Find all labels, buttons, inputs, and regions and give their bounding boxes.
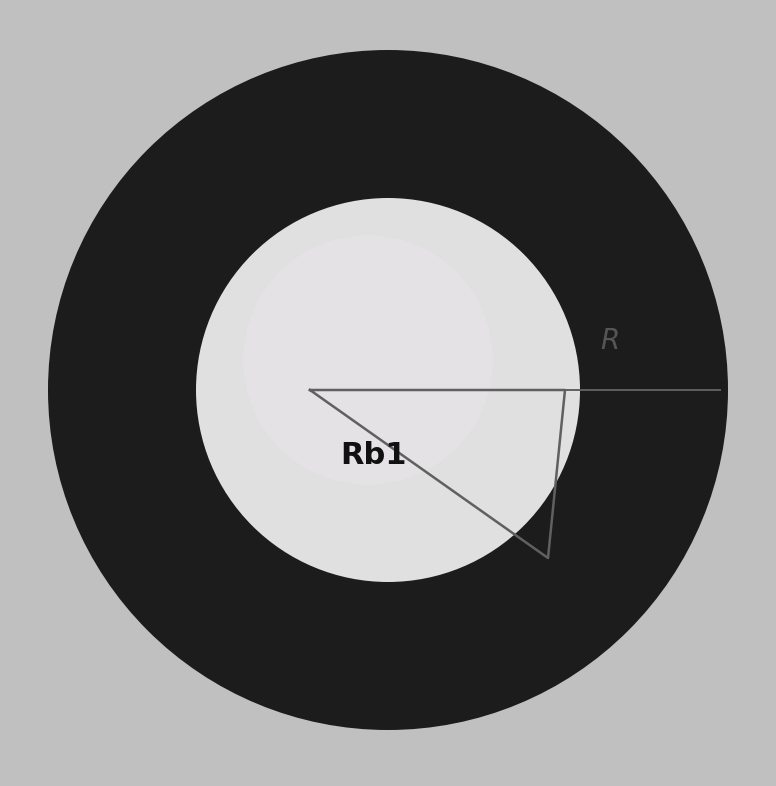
Text: Rb1: Rb1 <box>340 440 407 469</box>
Circle shape <box>196 198 580 582</box>
Text: R: R <box>600 327 619 355</box>
Circle shape <box>243 235 493 485</box>
Circle shape <box>48 50 728 730</box>
